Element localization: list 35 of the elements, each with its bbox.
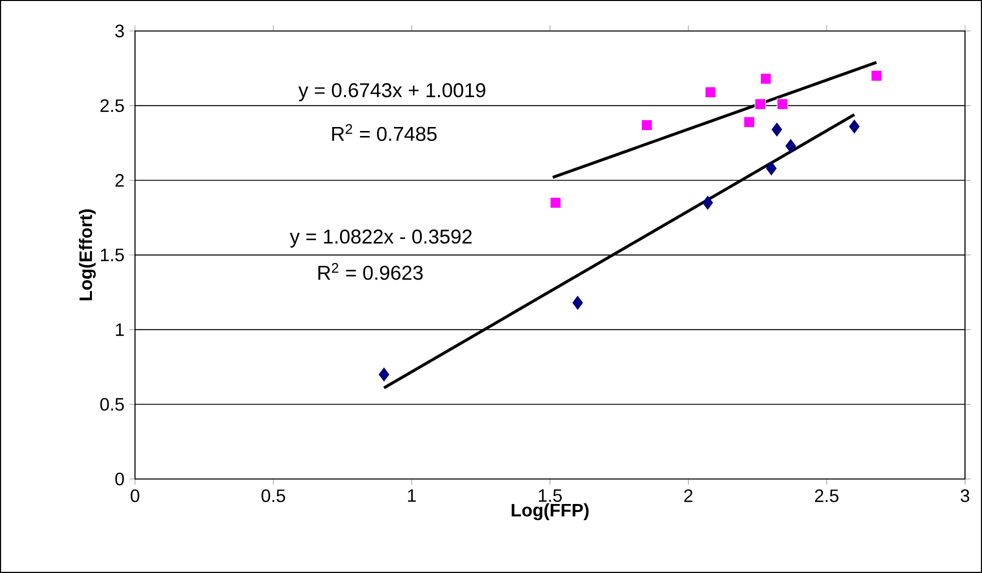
point [849,120,860,134]
point [870,70,882,82]
x-tick-label: 0.5 [262,489,286,502]
point [772,122,782,136]
point [550,197,562,208]
y-tick-label: 2 [115,174,124,187]
x-tick-label: 0 [130,489,140,502]
annotation: R$^{2}$ = 0.9623 [318,262,423,280]
point [641,119,653,131]
annotation: y = 1.0822x - 0.3592 [290,230,472,248]
x-tick-label: 3 [960,489,970,502]
point [704,86,716,98]
x-axis-title: Log(FFP) [512,503,589,520]
x-tick-label: 1 [408,489,416,502]
x-tick-label: 2.5 [815,489,838,502]
y-axis-title: Log(Effort) [78,209,96,300]
point [760,73,772,84]
point [744,116,755,128]
y-tick-label: 2.5 [100,99,124,112]
y-tick-label: 0.5 [100,398,124,411]
y-tick-label: 1 [116,323,124,336]
point [754,98,766,110]
point [785,139,796,153]
point [766,161,777,176]
point [572,296,583,310]
point [702,196,713,210]
x-tick-label: 2 [684,489,692,502]
y-tick-label: 1.5 [100,248,124,262]
point [776,98,788,110]
annotation: y = 0.6743x + 1.0019 [298,83,486,102]
point [378,368,390,382]
annotation: R$^{2}$ = 0.7485 [332,124,437,141]
y-tick-label: 3 [115,24,124,38]
x-tick-label: 1.5 [538,489,562,502]
y-tick-label: 0 [115,472,124,486]
